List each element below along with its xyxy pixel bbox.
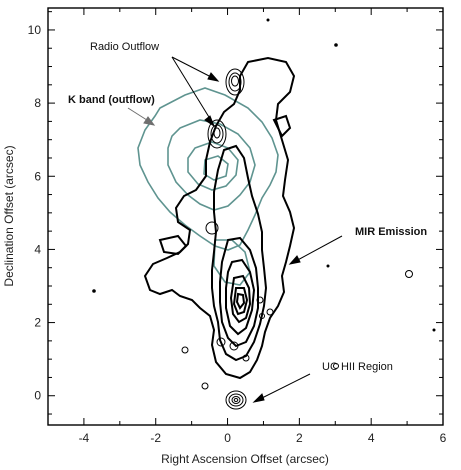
noise-dot xyxy=(92,289,96,293)
radio-outflow-arrow xyxy=(171,56,216,80)
x-tick-label: 0 xyxy=(224,431,231,445)
mir-blob xyxy=(266,308,274,316)
mir-blob xyxy=(216,337,226,347)
kband-contour-2 xyxy=(167,119,256,211)
radio-contour-north xyxy=(225,68,245,96)
x-tick-label: -4 xyxy=(79,431,90,445)
y-axis-label: Declination Offset (arcsec) xyxy=(2,145,16,286)
mir-contour-2 xyxy=(211,144,268,362)
radio-outflow-arrow xyxy=(171,56,213,123)
mir-contour-7 xyxy=(235,292,246,310)
x-tick-label: 2 xyxy=(296,431,303,445)
x-tick-label: 4 xyxy=(368,431,375,445)
arrowhead xyxy=(204,115,216,128)
mir-contour-3 xyxy=(219,236,259,348)
annotation-radio-outflow: Radio Outflow xyxy=(90,41,159,53)
radio-contour-uchii xyxy=(228,393,244,407)
noise-dots xyxy=(92,18,436,332)
y-tick-label: 10 xyxy=(28,23,42,37)
y-tick-label: 4 xyxy=(34,242,41,256)
mir-contour-5 xyxy=(229,274,252,324)
mir-small-contours xyxy=(181,221,413,390)
radio-contour-north xyxy=(231,75,239,87)
noise-dot xyxy=(432,328,436,332)
x-axis-label: Right Ascension Offset (arcsec) xyxy=(161,452,329,466)
mir-contour-4 xyxy=(225,258,256,336)
radio-contour-north xyxy=(228,72,242,92)
mir-contour-6 xyxy=(232,287,249,316)
x-tick-label: -2 xyxy=(150,431,161,445)
axis-ticks: -4 -2 0 2 4 6 0 2 4 6 8 10 xyxy=(28,8,447,445)
mir-blob xyxy=(181,346,189,354)
y-tick-label: 2 xyxy=(34,316,41,330)
mir-blob xyxy=(201,382,209,390)
radio-contours xyxy=(207,68,247,410)
mir-blob xyxy=(205,221,219,235)
mir-contours xyxy=(143,56,296,380)
mir-emission-arrow xyxy=(293,235,343,263)
radio-contour-mid xyxy=(210,124,224,144)
annotation-kband: K band (outflow) xyxy=(68,94,155,106)
y-tick-label: 0 xyxy=(34,389,41,403)
mir-blob xyxy=(229,341,239,351)
annotation-mir-emission: MIR Emission xyxy=(355,226,427,238)
kband-arrow xyxy=(127,107,156,126)
radio-contour-uchii xyxy=(225,390,247,410)
noise-dot xyxy=(266,18,270,22)
noise-dot xyxy=(326,264,330,268)
arrowhead xyxy=(207,72,220,82)
plot-frame xyxy=(47,7,444,426)
kband-contour-3 xyxy=(187,141,239,191)
mir-contour-outer xyxy=(143,56,296,380)
annotation-uchii: UC HII Region xyxy=(322,361,393,373)
y-tick-label: 8 xyxy=(34,96,41,110)
arrowhead xyxy=(288,255,301,265)
kband-contour-4 xyxy=(203,155,229,181)
kband-contour-outer xyxy=(137,87,279,251)
x-tick-label: 6 xyxy=(440,431,447,445)
mir-blob xyxy=(242,354,250,362)
mir-blob xyxy=(405,270,413,278)
mir-blob xyxy=(333,363,339,369)
mir-blob xyxy=(256,296,264,304)
mir-blob xyxy=(259,313,265,319)
mir-patch-right xyxy=(272,114,292,138)
mir-patch-left xyxy=(158,234,188,256)
arrowhead xyxy=(252,393,265,403)
annotation-arrows xyxy=(171,56,343,403)
radio-contour-mid xyxy=(207,119,227,149)
uchii-arrow xyxy=(257,373,311,401)
noise-dot xyxy=(334,43,338,47)
radio-contour-uchii xyxy=(231,396,241,404)
y-tick-label: 6 xyxy=(34,169,41,183)
arrowhead xyxy=(143,116,156,126)
radio-contour-mid xyxy=(213,127,221,139)
radio-contour-uchii xyxy=(233,398,239,402)
